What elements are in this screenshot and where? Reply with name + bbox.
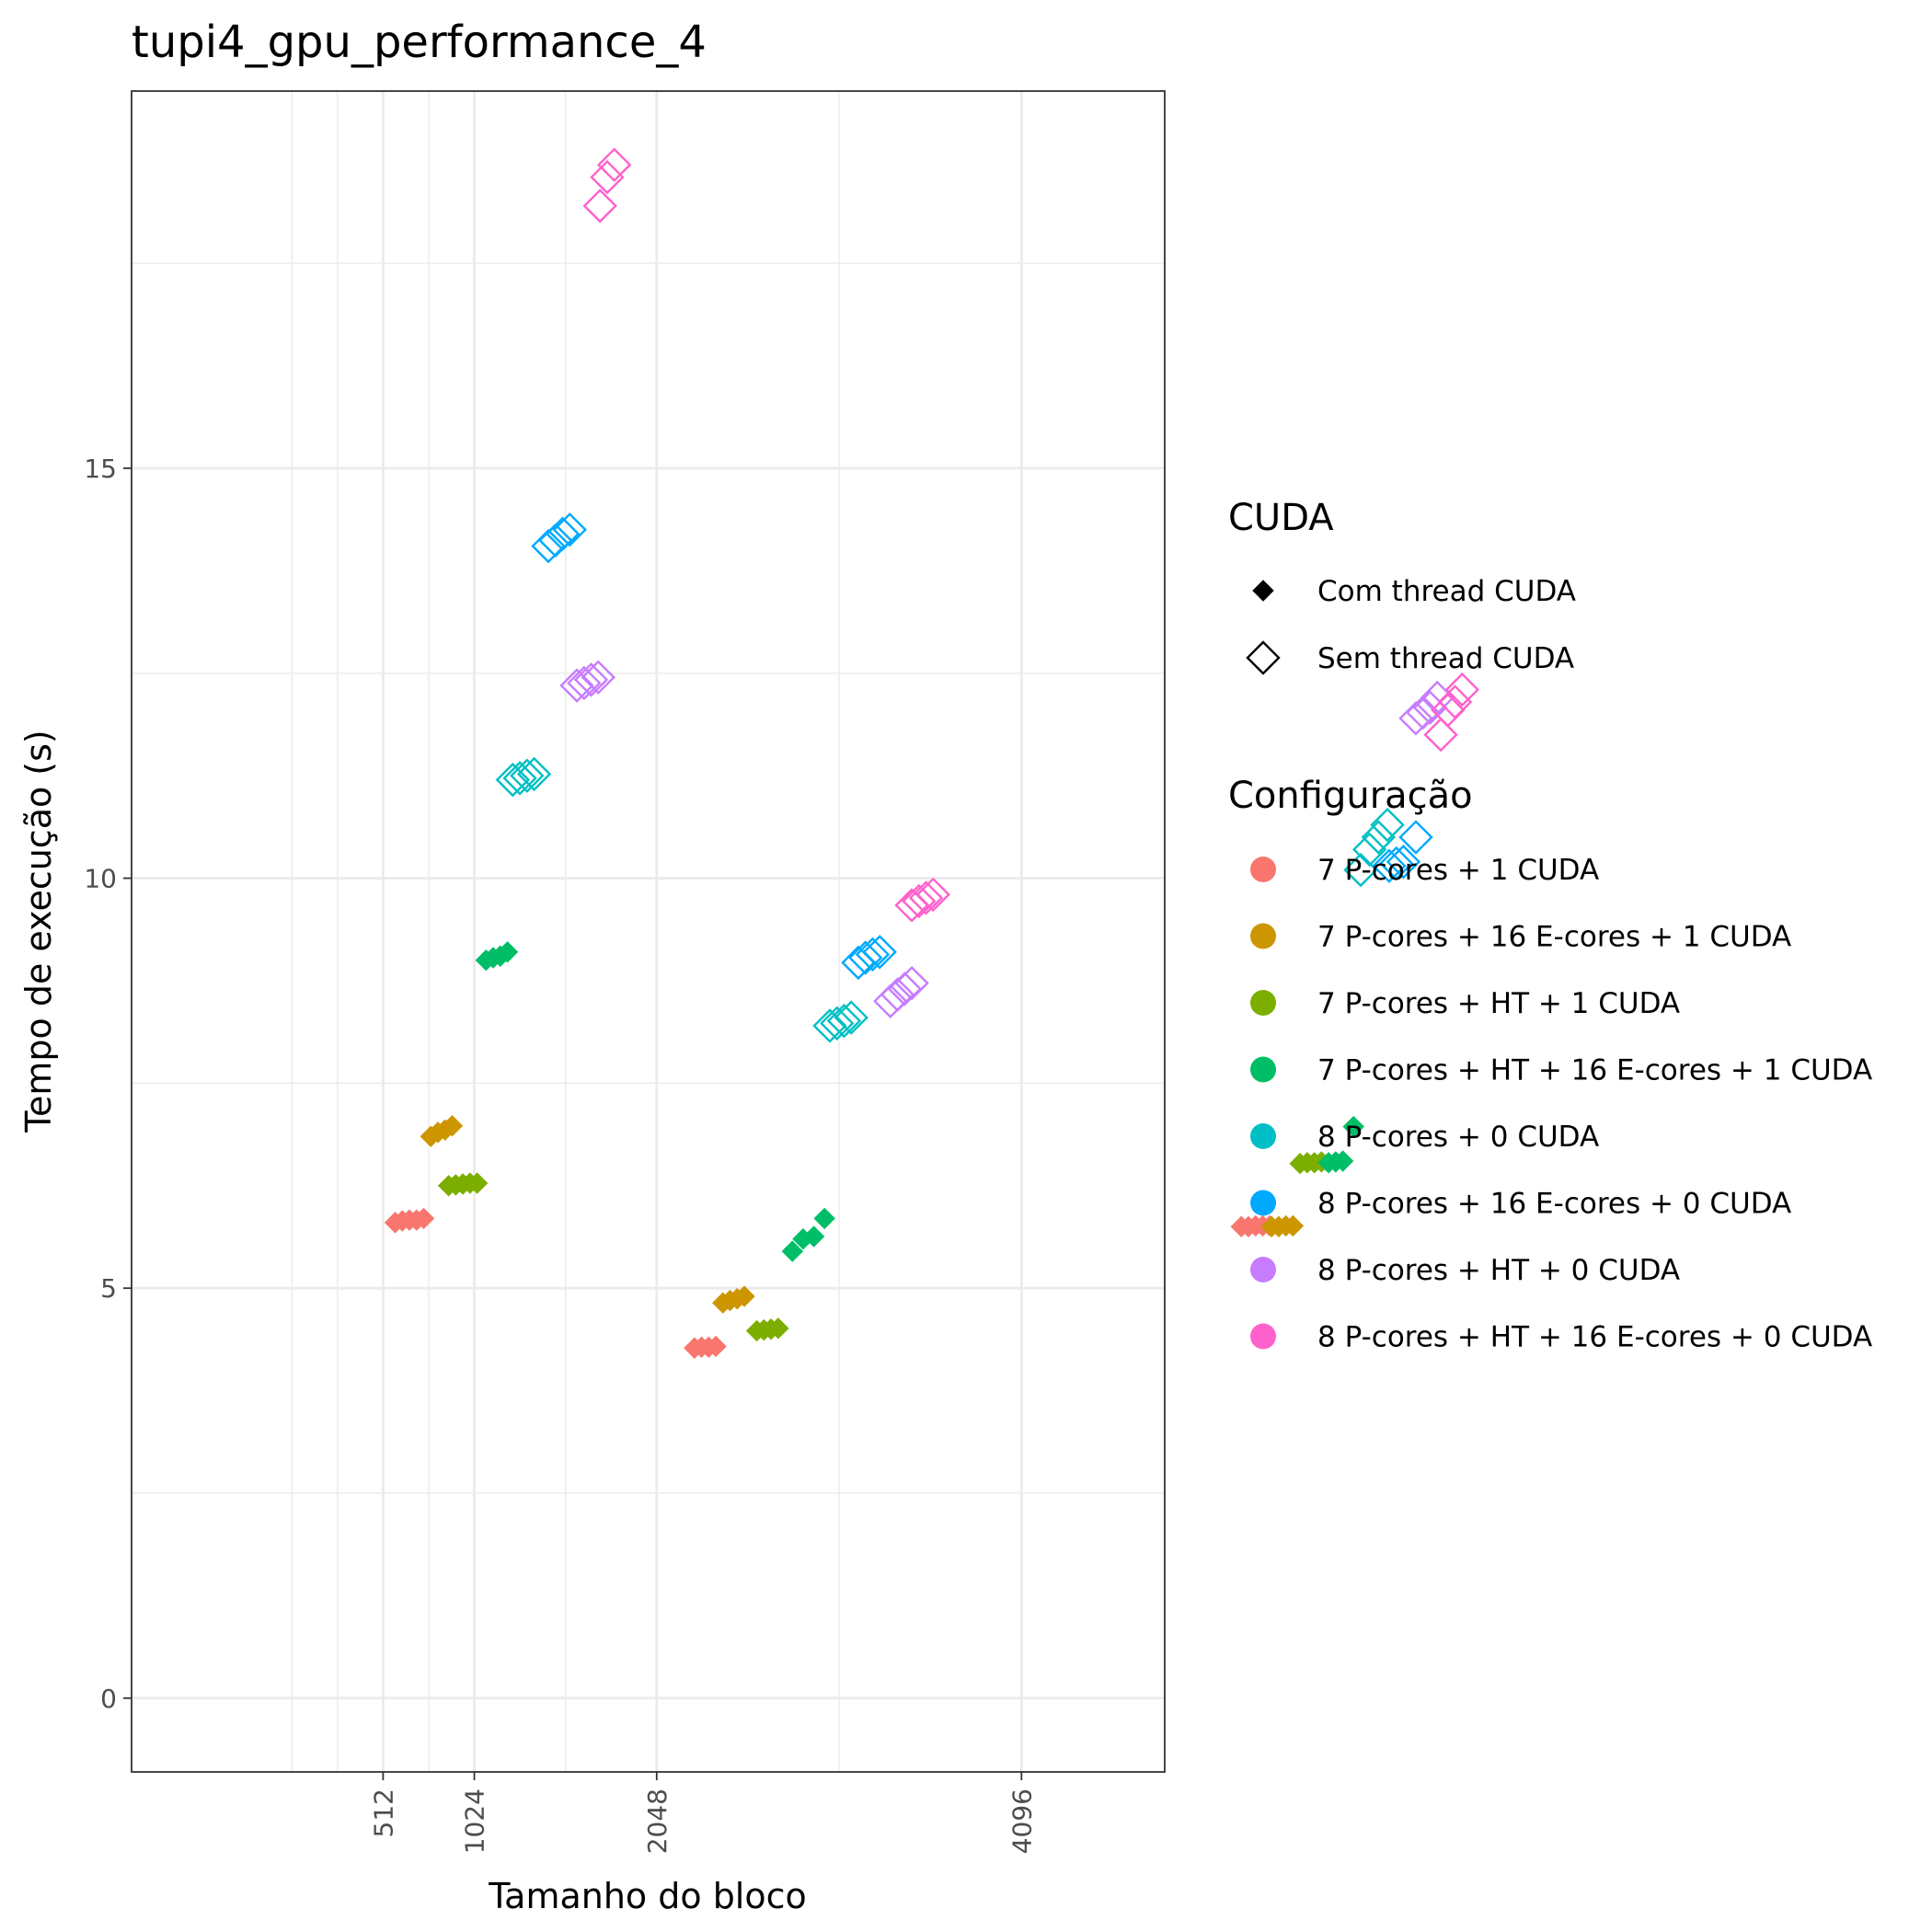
legend-config-label: 7 P-cores + 16 E-cores + 1 CUDA xyxy=(1317,921,1791,954)
data-point xyxy=(908,880,944,915)
data-point xyxy=(538,523,573,558)
data-point xyxy=(412,1207,435,1230)
data-point xyxy=(552,512,588,547)
data-point xyxy=(597,147,632,182)
legend-cuda: CUDA Com thread CUDA Sem thread CUDA xyxy=(1228,497,1576,675)
data-point xyxy=(573,662,609,697)
y-tick-label: 15 xyxy=(84,454,117,484)
y-tick-label: 0 xyxy=(100,1684,117,1714)
legend-color-key xyxy=(1250,1056,1276,1083)
data-point xyxy=(834,1000,868,1035)
x-tick-label: 1024 xyxy=(460,1788,490,1854)
x-axis-title: Tamanho do bloco xyxy=(488,1876,807,1916)
data-point xyxy=(1351,832,1387,868)
data-point xyxy=(705,1335,727,1358)
data-point xyxy=(802,1225,825,1248)
chart-title: tupi4_gpu_performance_4 xyxy=(132,17,707,68)
data-point xyxy=(1282,1214,1305,1237)
data-point xyxy=(567,665,602,701)
legend-key-open-diamond xyxy=(1246,640,1281,675)
legend-config-title: Configuração xyxy=(1228,775,1473,817)
x-tick-label: 2048 xyxy=(642,1788,673,1854)
data-point xyxy=(848,940,883,975)
data-point xyxy=(1423,717,1458,753)
data-point xyxy=(880,977,915,1012)
legend-color-key xyxy=(1250,1123,1276,1149)
data-point xyxy=(915,877,950,913)
data-point xyxy=(516,756,552,792)
legend-key-filled-diamond xyxy=(1252,580,1274,602)
data-point xyxy=(812,1008,847,1043)
legend-config-label: 8 P-cores + 0 CUDA xyxy=(1317,1121,1599,1154)
data-point xyxy=(510,758,545,793)
data-point xyxy=(581,660,615,695)
data-point xyxy=(441,1115,464,1137)
data-point xyxy=(559,668,594,703)
y-axis-title: Tempo de execução (s) xyxy=(18,730,59,1133)
data-point xyxy=(873,983,908,1018)
data-point xyxy=(495,762,531,798)
legend-configuracao: Configuração 7 P-cores + 1 CUDA 7 P-cores… xyxy=(1228,775,1872,1354)
data-point xyxy=(733,1285,755,1307)
data-point xyxy=(545,516,581,551)
data-point xyxy=(1386,845,1421,880)
legend-config-label: 7 P-cores + 1 CUDA xyxy=(1317,854,1599,887)
data-points xyxy=(384,147,1480,1359)
x-tick-label: 512 xyxy=(368,1788,398,1837)
data-point xyxy=(1437,684,1473,719)
data-point xyxy=(862,935,897,970)
legend-color-key xyxy=(1250,923,1276,949)
data-point xyxy=(1361,820,1397,855)
data-point xyxy=(1406,695,1441,730)
data-point xyxy=(855,937,891,972)
data-point xyxy=(1372,848,1407,883)
data-point xyxy=(1431,693,1466,728)
legend-color-key xyxy=(1250,857,1276,882)
data-point xyxy=(887,972,923,1006)
data-point xyxy=(582,189,617,224)
legend-cuda-label: Sem thread CUDA xyxy=(1317,642,1574,675)
data-point xyxy=(1379,845,1414,881)
data-point xyxy=(1444,672,1480,707)
data-point xyxy=(466,1172,489,1194)
data-point xyxy=(813,1207,835,1230)
data-point xyxy=(767,1317,789,1340)
data-point xyxy=(1370,807,1405,843)
legend-config-label: 7 P-cores + HT + 1 CUDA xyxy=(1317,987,1680,1020)
data-point xyxy=(1398,820,1433,855)
x-axis: 512 1024 2048 4096 xyxy=(368,1772,1037,1854)
data-point xyxy=(1331,1150,1354,1172)
data-point xyxy=(1342,1115,1364,1138)
legend-color-key xyxy=(1250,990,1276,1016)
legend-config-label: 8 P-cores + HT + 16 E-cores + 0 CUDA xyxy=(1317,1321,1872,1354)
data-point xyxy=(590,159,625,195)
data-point xyxy=(502,761,537,796)
legend-cuda-label: Com thread CUDA xyxy=(1317,575,1576,608)
y-tick-label: 10 xyxy=(84,864,117,894)
legend-cuda-title: CUDA xyxy=(1228,497,1334,539)
x-tick-label: 4096 xyxy=(1006,1788,1037,1854)
data-point xyxy=(902,883,937,919)
data-point xyxy=(781,1240,804,1262)
data-point xyxy=(894,965,929,1001)
data-point xyxy=(496,941,519,963)
plot-panel xyxy=(132,91,1165,1772)
legend-config-label: 8 P-cores + HT + 0 CUDA xyxy=(1317,1254,1680,1287)
data-point xyxy=(1398,701,1433,736)
data-point xyxy=(826,1003,862,1039)
legend-color-key xyxy=(1250,1323,1276,1350)
data-point xyxy=(531,528,566,564)
legend-config-label: 8 P-cores + 16 E-cores + 0 CUDA xyxy=(1317,1188,1791,1221)
legend-config-label: 7 P-cores + HT + 16 E-cores + 1 CUDA xyxy=(1317,1054,1872,1087)
legend-color-key xyxy=(1250,1257,1276,1282)
y-tick-label: 5 xyxy=(100,1273,117,1304)
grid xyxy=(132,91,1165,1772)
legend-color-key xyxy=(1250,1190,1276,1216)
plot-border xyxy=(131,90,1166,1773)
y-axis: 0 5 10 15 xyxy=(84,454,132,1714)
data-point xyxy=(820,1006,855,1041)
